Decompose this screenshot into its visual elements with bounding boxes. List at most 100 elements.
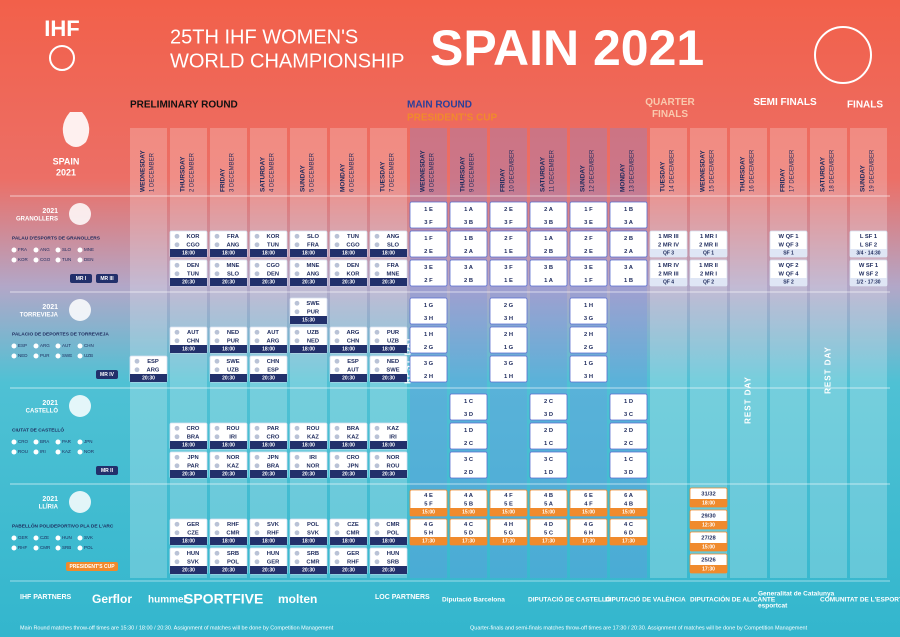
match-time: 18:00 — [222, 346, 235, 352]
team: W QF 2 — [779, 263, 799, 269]
team: 1 B — [624, 207, 633, 213]
team: 3 C — [544, 457, 554, 463]
flag — [254, 233, 260, 239]
match-cell — [409, 297, 448, 325]
rest-day: REST DAY — [824, 346, 833, 394]
team: NED — [227, 330, 239, 336]
time-strip — [170, 470, 207, 478]
group-flag — [33, 257, 39, 263]
flag — [174, 521, 180, 527]
flag — [254, 329, 260, 335]
match-cell — [409, 326, 448, 354]
flag — [374, 233, 380, 239]
flag — [334, 550, 340, 556]
group-team: DEN — [84, 257, 94, 262]
team: NOR — [227, 455, 241, 461]
round-preliminary: PRELIMINARY ROUND — [130, 100, 238, 111]
time-strip — [410, 508, 447, 516]
flag — [334, 233, 340, 239]
match-cell — [489, 230, 528, 258]
team: 5 F — [424, 501, 433, 507]
team: DEN — [347, 263, 359, 269]
group-flag — [33, 343, 39, 349]
time-strip — [290, 249, 327, 257]
time-strip — [290, 316, 327, 324]
match-time: 20:30 — [262, 279, 275, 285]
group-team: AUT — [62, 343, 71, 348]
team: 3 H — [584, 374, 593, 380]
team: 1 D — [464, 428, 473, 434]
flag — [294, 454, 300, 460]
match-time: 15:00 — [422, 509, 435, 515]
group-team: KOR — [18, 257, 29, 262]
team: ESP — [347, 359, 359, 365]
team: 2 F — [424, 278, 433, 284]
flag — [254, 559, 260, 565]
flag — [374, 358, 380, 364]
label-strip — [770, 278, 807, 286]
team: 2 MR II — [699, 242, 718, 248]
flag — [214, 233, 220, 239]
group-flag — [77, 257, 83, 263]
group-flag — [77, 353, 83, 359]
team: POL — [307, 522, 319, 528]
team: RHF — [267, 530, 279, 536]
venue-tag — [70, 274, 92, 283]
day-date: 16 DECEMBER — [750, 149, 756, 192]
group-flag — [11, 247, 17, 253]
day-weekday: TUESDAY — [380, 161, 387, 192]
time-strip — [210, 249, 247, 257]
match-cell — [489, 297, 528, 325]
day-weekday: FRIDAY — [780, 168, 787, 192]
team: W SF 1 — [859, 263, 879, 269]
match-time: 20:30 — [262, 375, 275, 381]
group-flag — [55, 535, 61, 541]
venue-tag — [96, 370, 118, 379]
flag — [334, 530, 340, 536]
match-time: 18:00 — [302, 538, 315, 544]
match-time: 20:30 — [302, 471, 315, 477]
match-cell — [569, 297, 608, 325]
day-column — [850, 128, 887, 578]
team: UZB — [387, 338, 399, 344]
team: ARG — [147, 367, 160, 373]
time-strip — [210, 537, 247, 545]
team: KAZ — [387, 426, 399, 432]
flag — [174, 329, 180, 335]
group-flag — [77, 535, 83, 541]
team: JPN — [187, 455, 198, 461]
flag — [254, 454, 260, 460]
team: SRB — [307, 551, 319, 557]
flag — [334, 358, 340, 364]
team: 1 G — [584, 361, 594, 367]
match-cell — [489, 355, 528, 383]
team: 3 G — [504, 361, 514, 367]
team: 1 MR IV — [658, 263, 679, 269]
schedule-grid: WEDNESDAY 1 DECEMBER THURSDAY 2 DECEMBER FRI… — [10, 128, 890, 578]
flag — [374, 271, 380, 277]
match-cell — [529, 259, 568, 287]
flag — [214, 271, 220, 277]
team: 2 MR III — [658, 271, 679, 277]
match-time: 17:30 — [542, 538, 555, 544]
time-strip — [370, 537, 407, 545]
match-time: 18:00 — [262, 442, 275, 448]
time-strip — [250, 537, 287, 545]
flag — [214, 425, 220, 431]
team: W SF 2 — [859, 271, 878, 277]
time-strip — [170, 537, 207, 545]
time-strip — [250, 566, 287, 574]
flag — [174, 233, 180, 239]
team: 2 D — [544, 428, 553, 434]
team: TUN — [347, 234, 359, 240]
flag — [334, 463, 340, 469]
team: 25/26 — [701, 558, 716, 564]
match-cell — [489, 326, 528, 354]
team: IRI — [309, 455, 317, 461]
team: ESP — [147, 359, 159, 365]
day-weekday: SUNDAY — [300, 164, 307, 192]
flag — [214, 463, 220, 469]
team: PAR — [267, 426, 280, 432]
time-strip — [330, 441, 367, 449]
